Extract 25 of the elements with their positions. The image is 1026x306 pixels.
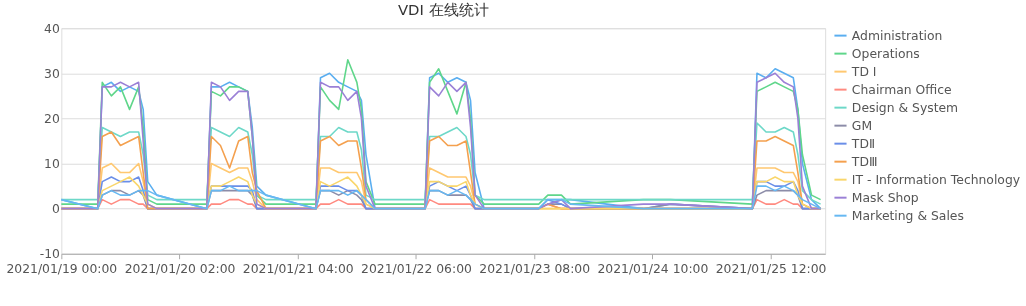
x-tick-label: 2021/01/25 12:00 [715,262,827,277]
legend-label: Chairman Office [851,82,952,97]
legend-label: GM [851,118,873,133]
legend-label: TDⅢ [850,154,878,169]
legend-label: Operations [851,46,920,61]
y-tick-label: 0 [51,202,60,217]
legend-label: TDⅡ [850,136,876,151]
x-tick-label: 2021/01/21 04:00 [242,262,354,277]
y-tick-label: 20 [44,111,60,126]
y-tick-label: 40 [44,21,60,36]
x-tick-label: 2021/01/20 02:00 [124,262,236,277]
legend-label: Design & System [851,100,959,115]
chart-title: VDI 在线统计 [397,1,489,19]
legend-label: Mask Shop [851,190,919,205]
legend-label: TD Ⅰ [850,64,877,79]
x-tick-label: 2021/01/24 10:00 [597,262,709,277]
legend-label: Administration [851,28,943,43]
legend-label: IT - Information Technology [851,172,1021,187]
x-tick-label: 2021/01/22 06:00 [361,262,472,277]
legend-label: Marketing & Sales [851,208,964,223]
x-tick-label: 2021/01/19 00:00 [6,262,118,277]
y-tick-label: -10 [39,247,60,262]
y-tick-label: 10 [44,156,60,171]
y-tick-label: 30 [44,66,60,81]
x-tick-label: 2021/01/23 08:00 [479,262,591,277]
